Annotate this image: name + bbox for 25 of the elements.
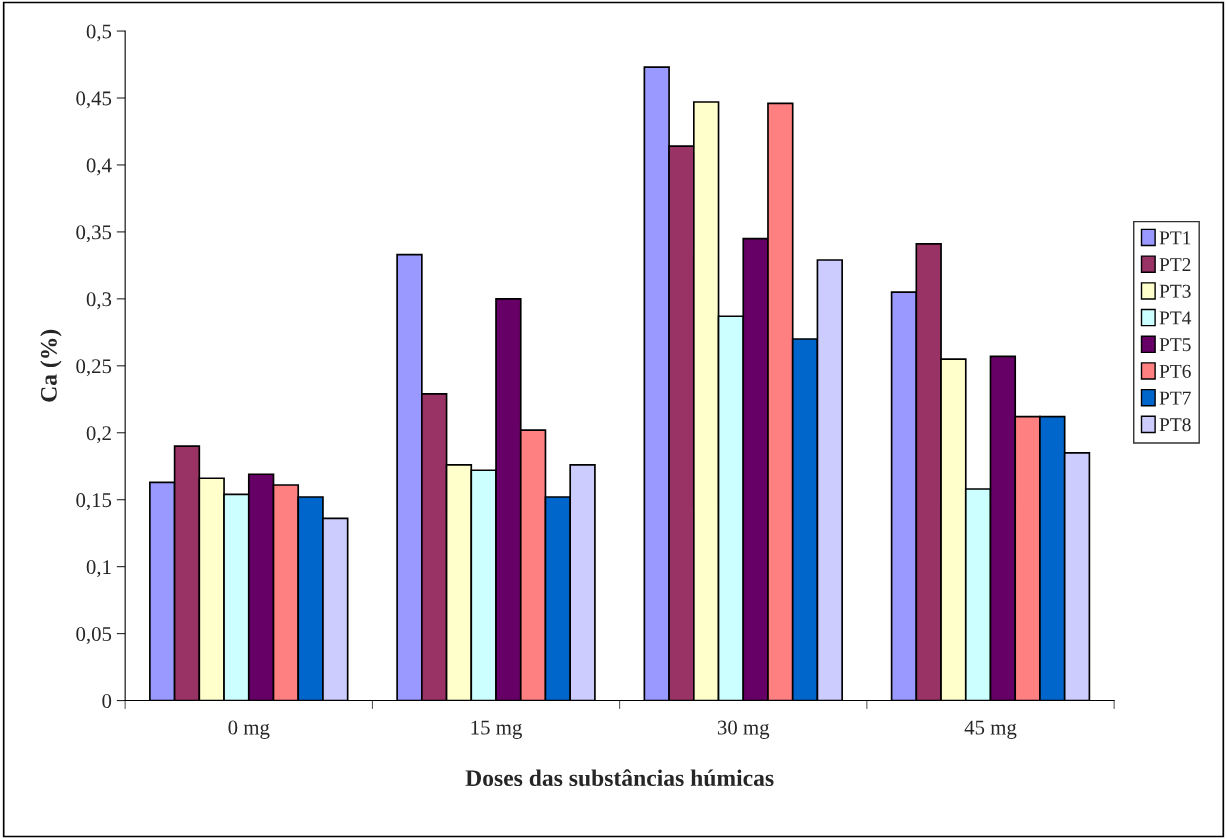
y-tick-label: 0,4	[86, 158, 112, 176]
legend-label: PT3	[1159, 284, 1191, 298]
y-tick-label: 0,1	[86, 560, 111, 578]
y-tick-label: 0,5	[86, 24, 112, 42]
y-tick-label: 0,3	[86, 292, 112, 310]
x-tick-label: 45 mg	[964, 720, 1017, 739]
legend-label: PT6	[1159, 364, 1191, 378]
x-axis-title: Doses das substâncias húmicas	[465, 769, 774, 787]
y-tick-label: 0,25	[76, 359, 112, 377]
x-tick-label: 15 mg	[471, 720, 522, 739]
x-tick-label: 30 mg	[717, 720, 770, 739]
legend-label: PT4	[1159, 311, 1192, 325]
y-tick-label: 0	[102, 693, 112, 708]
legend-label: PT8	[1159, 418, 1191, 432]
y-tick-label: 0,2	[86, 426, 111, 444]
y-axis-title: Ca (%)	[40, 329, 62, 402]
legend-label: PT7	[1159, 391, 1191, 405]
y-tick-label: 0,45	[76, 91, 112, 109]
legend-label: PT2	[1159, 258, 1191, 271]
legend-label: PT5	[1159, 338, 1191, 352]
y-tick-label: 0,35	[76, 225, 112, 243]
y-tick-label: 0,05	[76, 626, 112, 645]
x-tick-label: 0 mg	[228, 720, 270, 739]
y-tick-label: 0,15	[76, 493, 112, 511]
legend-label: PT1	[1159, 231, 1191, 245]
